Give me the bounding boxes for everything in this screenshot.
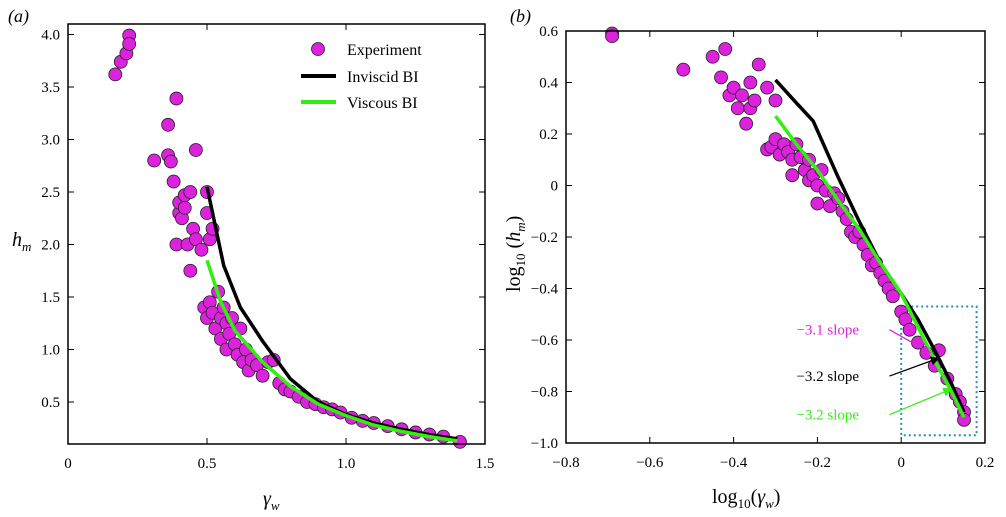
slope-annotation-label: −3.2 slope	[796, 408, 859, 424]
x-tick-label: 1.5	[476, 456, 495, 472]
experiment-point	[751, 57, 766, 72]
panel-b-annotations: −3.1 slope −3.2 slope −3.2 slope	[796, 323, 953, 424]
y-tick-label: 1.0	[41, 343, 60, 359]
x-tick-label: 1.0	[337, 456, 356, 472]
y-tick-label: −0.8	[531, 385, 558, 401]
y-tick-label: 2.0	[41, 238, 60, 254]
experiment-point	[147, 153, 162, 168]
y-tick-label: 0.4	[539, 76, 558, 92]
y-tick-label: 1.5	[41, 290, 60, 306]
y-tick-label: −0.2	[531, 230, 558, 246]
legend-experiment-label: Experiment	[347, 42, 422, 59]
panel-a-legend: Experiment Inviscid BI Viscous BI	[301, 42, 422, 112]
experiment-point	[739, 116, 754, 131]
dotted-highlight-box	[900, 305, 978, 437]
panel-b: (b) −0.8 −0.6 −0.4 −0.2 0 0.2 −1.0 −0.8 −0.6 −0.4…	[503, 6, 994, 511]
experiment-point	[705, 49, 720, 64]
panel-b-label: (b)	[510, 6, 531, 27]
experiment-point	[183, 263, 198, 278]
y-tick-label: 3.5	[41, 80, 60, 96]
panel-b-ylabel: log10 (hm)	[503, 216, 528, 292]
panel-a: (a) 0 0.5 1.0 1.5 0.5 1.0 1.5 2.0 2.5 3.0 3.5 4.0 γ…	[8, 6, 494, 513]
x-tick-label: 0.2	[976, 455, 995, 471]
experiment-point	[718, 42, 733, 56]
slope-annotation-arrow	[889, 356, 940, 377]
x-tick-label: 0	[897, 455, 905, 471]
experiment-point	[885, 289, 900, 304]
experiment-point	[730, 101, 745, 116]
slope-annotation-label: −3.1 slope	[796, 323, 859, 339]
experiment-point	[161, 117, 175, 132]
experiment-point	[810, 196, 825, 211]
experiment-point	[714, 70, 728, 85]
y-tick-label: 3.0	[41, 133, 60, 149]
y-tick-label: −0.6	[531, 333, 559, 349]
experiment-point	[108, 67, 123, 82]
y-tick-label: −1.0	[531, 436, 558, 452]
experiment-point	[194, 242, 209, 257]
experiment-point	[177, 200, 192, 215]
slope-annotation-label: −3.2 slope	[796, 369, 859, 385]
x-tick-label: −0.4	[720, 455, 748, 471]
panel-b-axes-frame	[565, 30, 986, 444]
x-tick-label: −0.6	[636, 455, 664, 471]
legend-viscous-label: Viscous BI	[347, 95, 418, 112]
experiment-point	[255, 368, 270, 383]
experiment-point	[785, 168, 800, 183]
experiment-point	[166, 174, 181, 189]
experiment-point	[122, 37, 137, 51]
y-tick-label: 2.5	[41, 185, 60, 201]
experiment-point	[902, 322, 917, 337]
x-tick-label: −0.2	[804, 455, 831, 471]
experiment-point	[768, 93, 783, 108]
experiment-point	[760, 80, 775, 95]
slope-annotation-arrow	[889, 329, 932, 354]
experiment-point	[735, 88, 749, 103]
panel-a-ylabel: hm	[12, 229, 31, 254]
viscous-bi-line	[205, 259, 458, 443]
y-tick-label: 4.0	[41, 28, 60, 44]
slope-annotation-arrow	[889, 387, 953, 416]
x-tick-label: 0	[64, 456, 72, 472]
panel-a-label: (a)	[8, 6, 29, 27]
x-tick-label: 0.5	[198, 456, 217, 472]
experiment-point	[747, 93, 762, 108]
experiment-point	[743, 75, 758, 90]
panel-a-axes-frame	[67, 23, 486, 445]
experiment-point	[163, 154, 178, 169]
experiment-point	[188, 143, 203, 157]
y-tick-label: 0.2	[539, 127, 558, 143]
y-tick-label: 0	[551, 179, 559, 195]
legend-experiment-marker	[311, 42, 325, 56]
panel-a-ticks: 0 0.5 1.0 1.5 0.5 1.0 1.5 2.0 2.5 3.0 3.5 4.0	[41, 24, 494, 472]
panel-a-series	[108, 28, 467, 449]
experiment-point	[169, 91, 184, 106]
viscous-bi-line	[774, 114, 966, 419]
panel-b-ticks: −0.8 −0.6 −0.4 −0.2 0 0.2 −1.0 −0.8 −0.6 −0.4 −0.2…	[531, 24, 995, 471]
panel-a-xlabel: γw	[263, 488, 280, 513]
experiment-point	[676, 62, 691, 77]
y-tick-label: 0.5	[41, 395, 60, 411]
experiment-point	[605, 29, 619, 44]
x-tick-label: −0.8	[552, 455, 579, 471]
panel-b-highlight-box	[900, 305, 978, 437]
panel-b-series	[605, 26, 971, 427]
panel-b-xlabel: log10(γw)	[712, 486, 780, 511]
experiment-point	[183, 185, 198, 199]
experiment-point	[957, 412, 971, 427]
y-tick-label: 0.6	[539, 24, 558, 40]
legend-inviscid-label: Inviscid BI	[347, 69, 419, 86]
inviscid-bi-line	[205, 186, 458, 441]
y-tick-label: −0.4	[531, 282, 559, 298]
